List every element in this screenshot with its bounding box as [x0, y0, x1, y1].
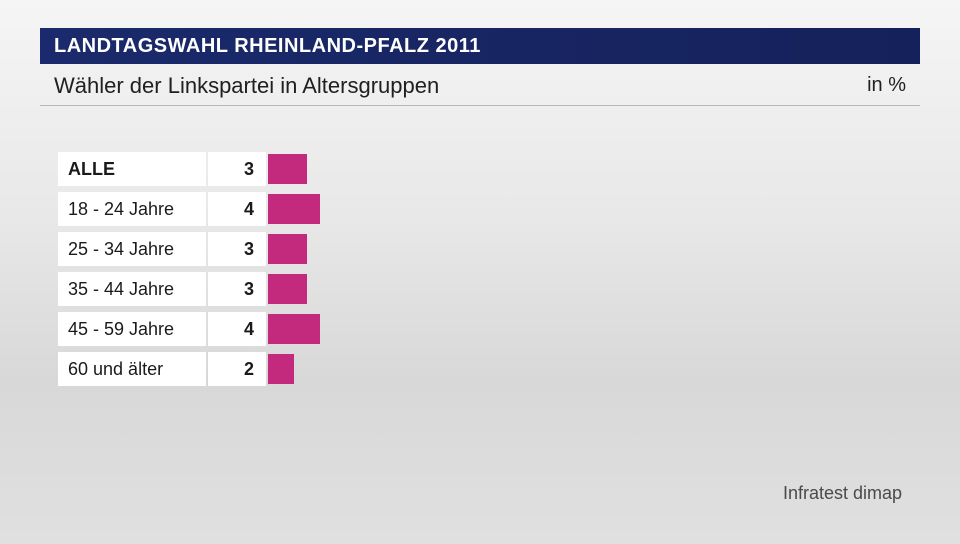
bar-container — [268, 272, 307, 306]
chart-row: 18 - 24 Jahre4 — [58, 190, 320, 228]
chart-row: 35 - 44 Jahre3 — [58, 270, 320, 308]
row-label: 25 - 34 Jahre — [58, 232, 206, 266]
row-value: 3 — [208, 152, 266, 186]
bar — [268, 354, 294, 384]
bar — [268, 234, 307, 264]
bar — [268, 154, 307, 184]
chart-row: 25 - 34 Jahre3 — [58, 230, 320, 268]
subtitle-row: Wähler der Linkspartei in Altersgruppen … — [40, 66, 920, 106]
chart-subtitle: Wähler der Linkspartei in Altersgruppen — [54, 73, 439, 99]
chart-row: 60 und älter2 — [58, 350, 320, 388]
source-label: Infratest dimap — [783, 483, 902, 504]
row-label: 45 - 59 Jahre — [58, 312, 206, 346]
row-value: 4 — [208, 312, 266, 346]
row-value: 4 — [208, 192, 266, 226]
unit-label: in % — [867, 74, 906, 97]
bar — [268, 314, 320, 344]
bar-container — [268, 232, 307, 266]
header-title: LANDTAGSWAHL RHEINLAND-PFALZ 2011 — [54, 35, 481, 58]
bar-container — [268, 312, 320, 346]
bar-container — [268, 152, 307, 186]
row-label: 35 - 44 Jahre — [58, 272, 206, 306]
row-value: 3 — [208, 232, 266, 266]
bar-container — [268, 352, 294, 386]
bar — [268, 274, 307, 304]
row-value: 3 — [208, 272, 266, 306]
bar-container — [268, 192, 320, 226]
row-label: 60 und älter — [58, 352, 206, 386]
row-value: 2 — [208, 352, 266, 386]
row-label: ALLE — [58, 152, 206, 186]
row-label: 18 - 24 Jahre — [58, 192, 206, 226]
chart-row: 45 - 59 Jahre4 — [58, 310, 320, 348]
chart-area: ALLE318 - 24 Jahre425 - 34 Jahre335 - 44… — [58, 150, 320, 390]
chart-row: ALLE3 — [58, 150, 320, 188]
bar — [268, 194, 320, 224]
header-bar: LANDTAGSWAHL RHEINLAND-PFALZ 2011 — [40, 28, 920, 64]
